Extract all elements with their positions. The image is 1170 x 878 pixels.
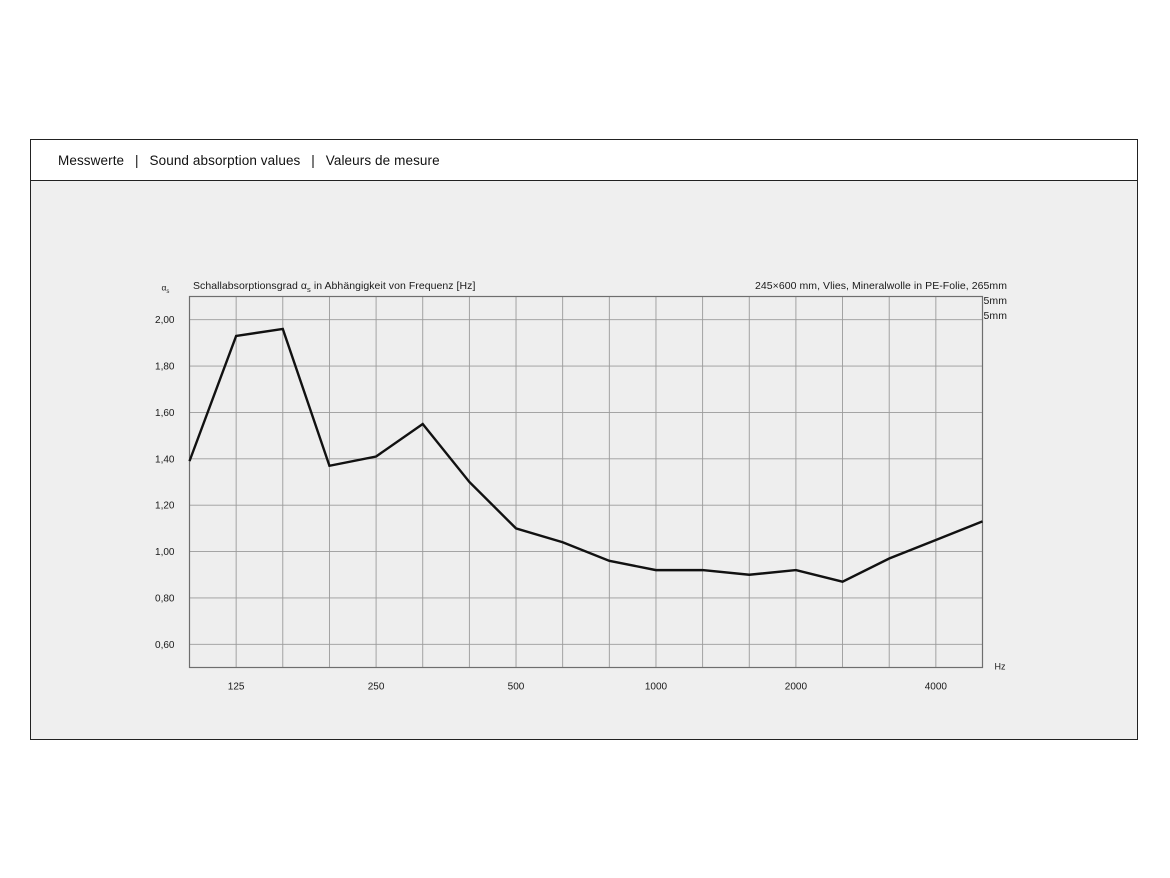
- y-tick-label: 1,80: [155, 362, 175, 373]
- caption-line-de: Schallabsorptionsgrad αs in Abhängigkeit…: [193, 279, 502, 294]
- y-axis-unit: αs: [162, 283, 170, 296]
- x-axis-unit: Hz: [995, 662, 1006, 672]
- y-tick-label: 2,00: [155, 315, 175, 326]
- panel-body: Schallabsorptionsgrad αs in Abhängigkeit…: [31, 181, 1137, 739]
- caption-de-b: in Abhängigkeit von Frequenz [Hz]: [310, 280, 476, 292]
- x-tick-label: 1000: [645, 682, 668, 693]
- y-tick-label: 1,00: [155, 547, 175, 558]
- plot-frame: [188, 295, 984, 669]
- absorption-curve: [188, 327, 983, 583]
- y-tick-label: 0,60: [155, 640, 175, 651]
- caption-de-a: Schallabsorptionsgrad α: [193, 280, 308, 292]
- page-title: Messwerte | Sound absorption values | Va…: [58, 153, 440, 168]
- x-tick-label: 4000: [925, 682, 948, 693]
- grid-lines: [189, 296, 983, 668]
- x-tick-label: 125: [228, 682, 245, 693]
- title-part-fr: Valeurs de mesure: [325, 152, 440, 168]
- caption-de-subscript: s: [307, 284, 311, 294]
- x-tick-label: 500: [508, 682, 525, 693]
- y-tick-label: 1,20: [155, 501, 175, 512]
- x-axis-labels: 125 250 500 1000 2000 4000: [228, 682, 948, 693]
- y-tick-label: 1,60: [155, 408, 175, 419]
- plot-background: [189, 296, 983, 668]
- absorption-chart: 2,00 1,80 1,60 1,40 1,20 1,00 0,80 0,60 αs 125 250…: [31, 181, 1137, 739]
- x-tick-label: 2000: [785, 682, 808, 693]
- specimen-line-de: 245×600 mm, Vlies, Mineralwolle in PE-Fo…: [755, 280, 1007, 292]
- y-tick-label: 0,80: [155, 593, 175, 604]
- x-tick-label: 250: [368, 682, 385, 693]
- title-part-en: Sound absorption values: [149, 152, 301, 168]
- chart-canvas: 2,00 1,80 1,60 1,40 1,20 1,00 0,80 0,60 αs 125 250…: [155, 283, 1006, 693]
- panel-header: Messwerte | Sound absorption values | Va…: [31, 140, 1137, 181]
- y-axis-labels: 2,00 1,80 1,60 1,40 1,20 1,00 0,80 0,60: [155, 315, 175, 651]
- title-part-de: Messwerte: [58, 152, 125, 168]
- title-separator-1: |: [135, 152, 139, 168]
- measurement-values-panel: Messwerte | Sound absorption values | Va…: [30, 139, 1138, 740]
- title-separator-2: |: [311, 152, 315, 168]
- y-tick-label: 1,40: [155, 454, 175, 465]
